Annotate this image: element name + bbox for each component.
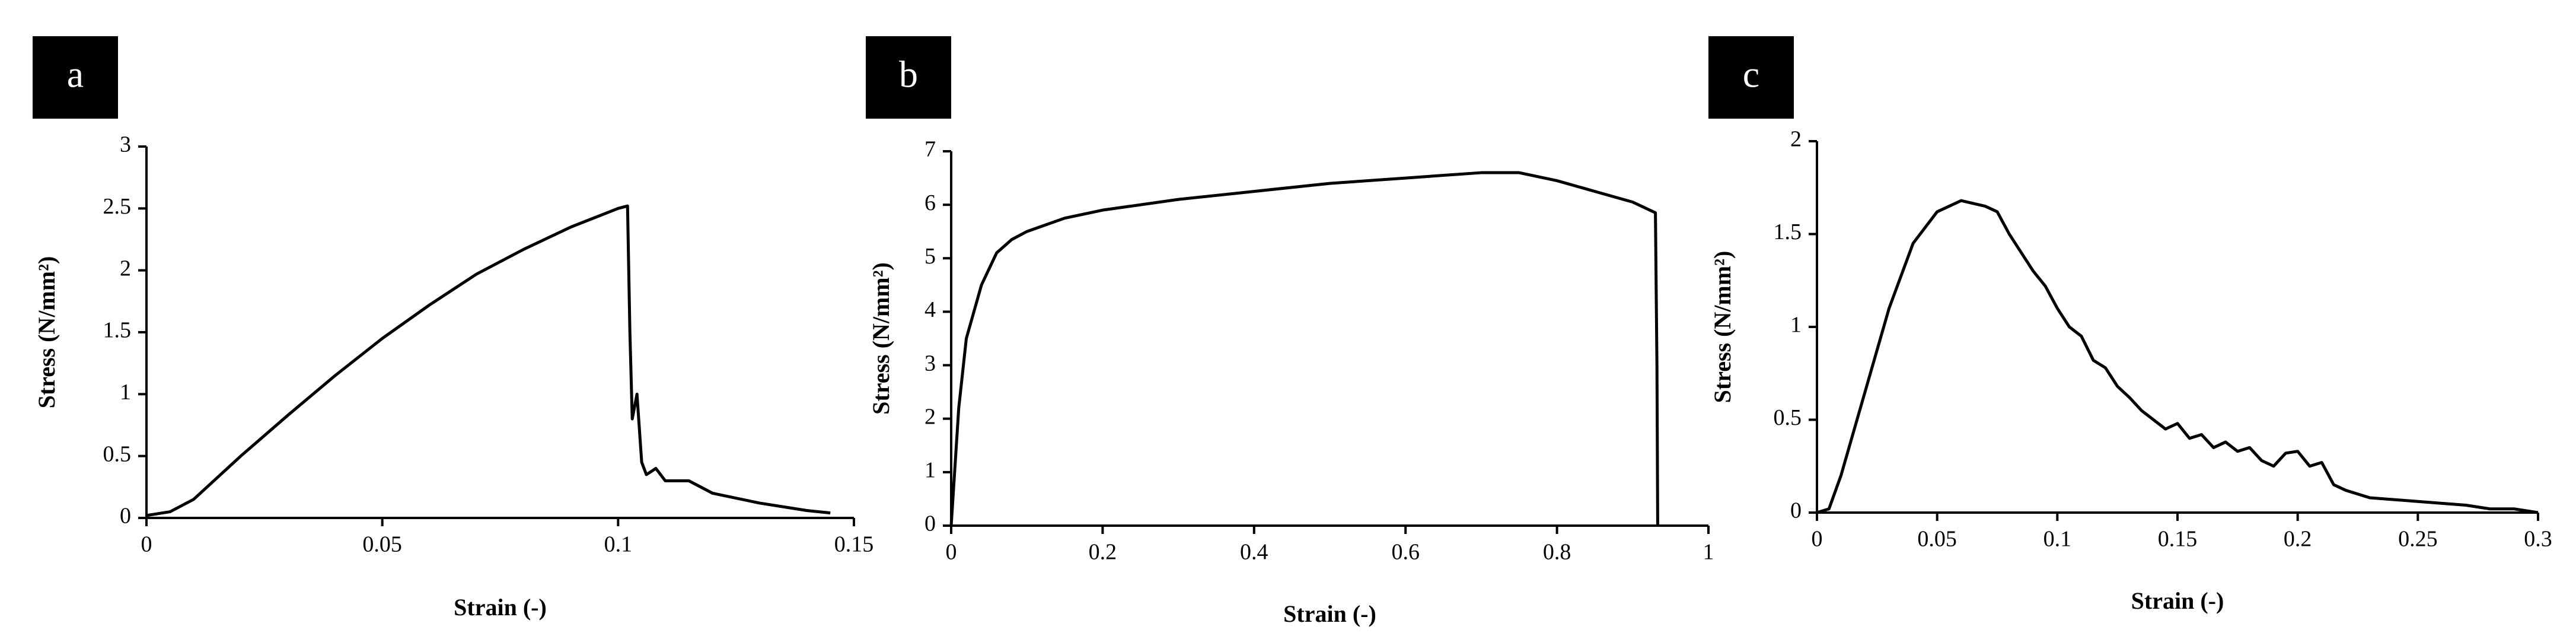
y-tick-label: 1 xyxy=(120,380,131,405)
x-tick-label: 0.1 xyxy=(604,532,633,557)
x-tick-label: 0.2 xyxy=(2284,527,2312,552)
x-axis-title: Strain (-) xyxy=(454,594,547,621)
y-axis-title: Stress (N/mm²) xyxy=(33,256,60,409)
x-axis-title: Strain (-) xyxy=(1283,600,1376,627)
x-tick-label: 0.25 xyxy=(2398,527,2438,552)
panel: a 0 0.5 1 1.5 2 2.5 3 0 0.05 0.1 0.15 Strain (-) Stre… xyxy=(33,36,873,621)
y-tick-label: 1.5 xyxy=(103,318,132,343)
y-tick-label: 0 xyxy=(924,511,936,536)
y-tick-label: 4 xyxy=(924,297,936,322)
x-tick-label: 0.2 xyxy=(1089,540,1117,565)
y-tick-label: 0.5 xyxy=(1774,405,1802,430)
y-tick-label: 1 xyxy=(1790,313,1802,338)
x-tick-label: 0.15 xyxy=(834,532,874,557)
y-tick-label: 1 xyxy=(924,458,936,483)
y-tick-label: 2 xyxy=(1790,127,1802,152)
panel-label: a xyxy=(67,53,84,96)
x-tick-label: 0.4 xyxy=(1240,540,1268,565)
data-line xyxy=(949,171,1659,526)
panel-label: b xyxy=(899,53,918,96)
x-tick-label: 0.05 xyxy=(362,532,402,557)
x-tick-label: 1 xyxy=(1703,540,1714,565)
x-tick-label: 0.8 xyxy=(1543,540,1571,565)
x-tick-label: 0.3 xyxy=(2524,527,2552,552)
y-tick-label: 0 xyxy=(120,504,131,529)
y-tick-label: 5 xyxy=(924,244,936,269)
data-line xyxy=(146,204,831,517)
y-tick-label: 0 xyxy=(1790,498,1802,523)
y-tick-label: 6 xyxy=(924,190,936,215)
x-tick-label: 0 xyxy=(1812,527,1823,552)
panel-label-box xyxy=(866,36,951,119)
x-tick-label: 0.1 xyxy=(2043,527,2072,552)
panel-label: c xyxy=(1743,53,1759,96)
x-tick-label: 0.05 xyxy=(1917,527,1957,552)
y-tick-label: 0.5 xyxy=(103,441,132,466)
panel: b 0 1 2 3 4 5 6 7 0 0.2 0.4 0.6 0.8 1 Strain (-) Stress … xyxy=(866,36,1714,627)
y-tick-label: 7 xyxy=(924,137,936,162)
data-line xyxy=(1816,199,2539,514)
x-tick-label: 0.6 xyxy=(1391,540,1420,565)
x-tick-label: 0 xyxy=(946,540,957,565)
y-tick-label: 3 xyxy=(120,132,131,157)
y-axis-title: Stress (N/mm²) xyxy=(868,262,894,415)
panel-label-box xyxy=(1708,36,1794,119)
panel-label-box xyxy=(33,36,118,119)
y-tick-label: 2 xyxy=(120,256,131,281)
x-axis-title: Strain (-) xyxy=(2131,587,2224,614)
x-tick-label: 0.15 xyxy=(2158,527,2198,552)
y-tick-label: 2 xyxy=(924,404,936,429)
x-tick-label: 0 xyxy=(141,532,152,557)
panel: c 0 0.5 1 1.5 2 0 0.05 0.1 0.15 0.2 0.25 0.3 Strain (… xyxy=(1708,36,2552,614)
y-tick-label: 1.5 xyxy=(1774,220,1802,244)
y-axis-title: Stress (N/mm²) xyxy=(1709,251,1736,403)
y-tick-label: 2.5 xyxy=(103,194,132,219)
y-tick-label: 3 xyxy=(924,351,936,376)
